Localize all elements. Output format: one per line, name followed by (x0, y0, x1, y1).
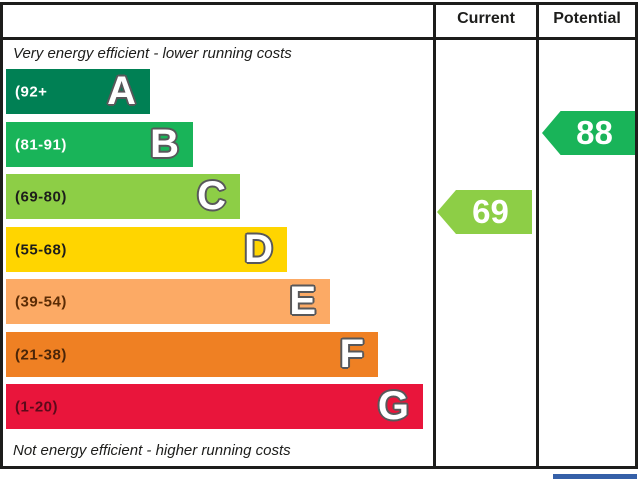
potential-column-divider-line (536, 2, 539, 469)
band-f-letter: F (339, 331, 364, 376)
band-b-range-label: (81-91) (15, 136, 67, 153)
current-rating-arrow: 69 (437, 190, 532, 234)
table-frame (0, 2, 638, 469)
band-row-c: (69-80) C (6, 174, 240, 219)
band-e-letter: E (289, 278, 316, 323)
caption-not-efficient: Not energy efficient - higher running co… (13, 442, 291, 459)
band-row-e: (39-54) E (6, 279, 330, 324)
band-b-letter: B (150, 121, 179, 166)
band-row-f: (21-38) F (6, 332, 378, 377)
caption-very-efficient: Very energy efficient - lower running co… (13, 45, 292, 62)
potential-column-header: Potential (553, 10, 621, 27)
band-f-range-label: (21-38) (15, 346, 67, 363)
current-column-header: Current (457, 10, 515, 27)
band-row-d: (55-68) D (6, 227, 287, 272)
current-column-divider-line (433, 2, 436, 469)
bottom-right-partial-box (553, 474, 637, 479)
band-row-g: (1-20) G (6, 384, 423, 429)
header-divider-line (0, 37, 638, 40)
band-a-letter: A (107, 68, 136, 113)
band-g-letter: G (377, 383, 409, 428)
band-row-a: (92+ A (6, 69, 150, 114)
band-a-range-label: (92+ (15, 83, 48, 100)
band-d-letter: D (244, 226, 273, 271)
band-c-letter: C (197, 173, 226, 218)
band-row-b: (81-91) B (6, 122, 193, 167)
potential-rating-value: 88 (576, 114, 613, 151)
band-g-range-label: (1-20) (15, 398, 59, 415)
potential-rating-arrow: 88 (542, 111, 635, 155)
band-c-range-label: (69-80) (15, 188, 67, 205)
band-e-range-label: (39-54) (15, 293, 67, 310)
current-rating-value: 69 (472, 193, 509, 230)
band-d-range-label: (55-68) (15, 241, 67, 258)
